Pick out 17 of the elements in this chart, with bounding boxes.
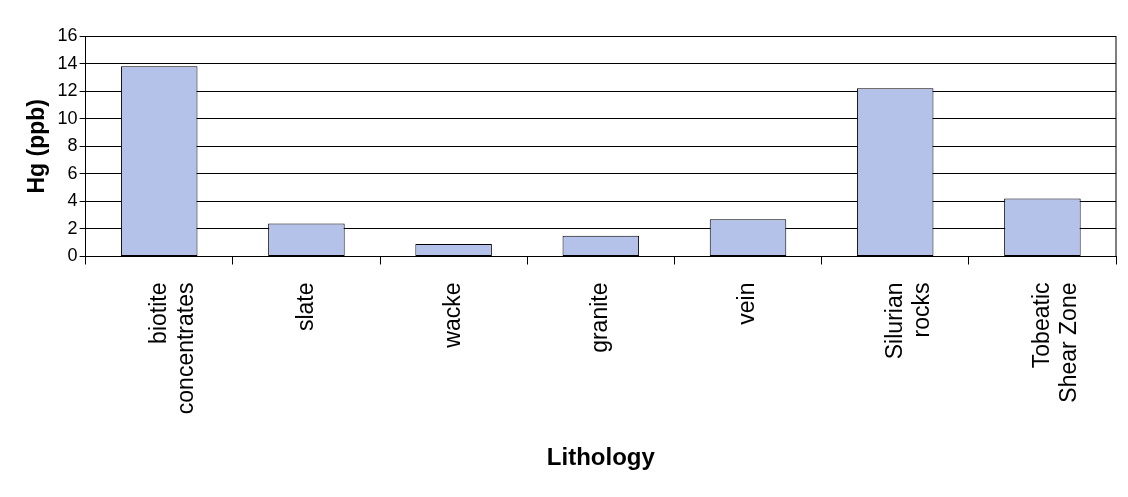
- x-tick-label: Silurian rocks: [880, 282, 935, 360]
- y-tick-label: 16: [57, 24, 78, 45]
- y-tick-label: 14: [57, 52, 78, 73]
- y-tick-label: 6: [67, 162, 78, 183]
- x-tick-label: granite: [586, 282, 613, 353]
- x-tick-label: wacke: [438, 282, 465, 349]
- y-axis-title: Hg (ppb): [23, 98, 50, 194]
- y-tick-label: 12: [57, 80, 78, 101]
- x-tick-label: slate: [291, 282, 318, 332]
- y-tick-label: 10: [57, 107, 78, 128]
- y-tick-label: 2: [67, 217, 78, 238]
- y-tick-label: 0: [67, 245, 78, 266]
- y-tick-label: 8: [67, 135, 78, 156]
- x-tick-label: biotite concentrates: [144, 282, 199, 415]
- x-axis-title: Lithology: [546, 443, 656, 471]
- x-tick-label: vein: [733, 282, 760, 325]
- y-tick-label: 4: [67, 190, 78, 211]
